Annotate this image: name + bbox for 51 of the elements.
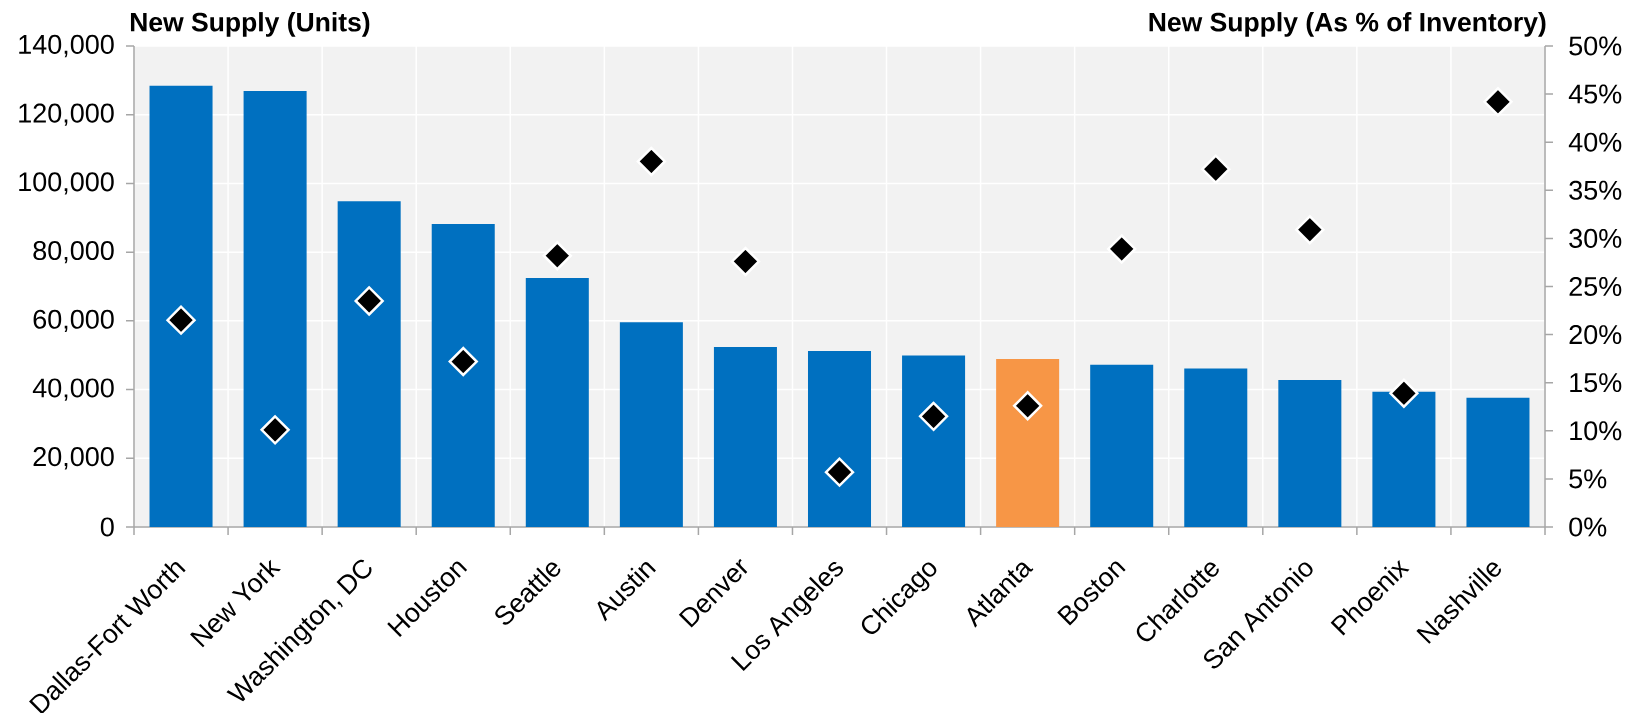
point <box>1295 215 1325 245</box>
bar <box>1466 397 1530 527</box>
bar <box>337 201 401 527</box>
bar <box>902 355 966 527</box>
point <box>1012 391 1043 421</box>
bar <box>713 346 777 527</box>
point <box>824 457 855 487</box>
bar <box>149 85 213 527</box>
bar <box>1372 391 1436 527</box>
y-tick-label: 60,000 <box>33 309 114 333</box>
y2-tick-label: 20% <box>1569 325 1622 345</box>
bar <box>996 358 1060 527</box>
bar <box>1278 379 1342 527</box>
point <box>730 246 761 277</box>
point <box>260 415 290 445</box>
point <box>448 346 478 377</box>
point <box>636 146 667 177</box>
point <box>1201 154 1231 184</box>
y2-tick-label: 30% <box>1569 228 1622 248</box>
y2-tick-label: 50% <box>1569 36 1622 56</box>
point <box>166 305 196 335</box>
y2-tick-label: 25% <box>1569 276 1622 297</box>
y2-tick-label: 0% <box>1569 517 1607 537</box>
y-tick-label: 80,000 <box>33 240 114 264</box>
point <box>918 401 949 432</box>
y2-axis-title: New Supply (As % of Inventory) <box>1149 12 1546 37</box>
bar <box>1090 364 1154 527</box>
bar <box>243 91 307 527</box>
y-tick-label: 100,000 <box>19 172 114 195</box>
point <box>1483 87 1513 117</box>
y2-tick-label: 15% <box>1570 373 1622 393</box>
y-tick-label: 20,000 <box>33 447 114 470</box>
y2-tick-label: 35% <box>1569 180 1622 200</box>
bar <box>1184 368 1248 527</box>
y-tick-label: 140,000 <box>19 34 114 58</box>
bar <box>431 223 495 527</box>
y2-tick-label: 40% <box>1568 132 1622 152</box>
point <box>542 241 572 271</box>
point <box>1107 234 1137 264</box>
y-axis-title: New Supply (Units) <box>130 12 370 37</box>
y2-tick-label: 45% <box>1568 84 1622 104</box>
bar <box>807 351 872 527</box>
y2-tick-label: 10% <box>1570 421 1622 441</box>
y-tick-label: 0 <box>100 517 114 537</box>
y-tick-label: 40,000 <box>32 378 114 401</box>
y2-tick-label: 5% <box>1569 469 1607 489</box>
bar <box>619 322 683 527</box>
point <box>354 286 384 316</box>
y-tick-label: 120,000 <box>19 103 114 126</box>
point <box>1389 378 1419 408</box>
bar <box>525 277 589 527</box>
